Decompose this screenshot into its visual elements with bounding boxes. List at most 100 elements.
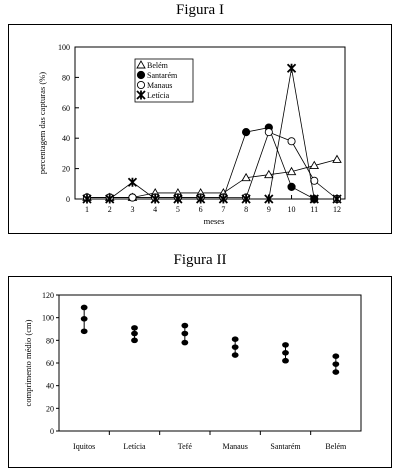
- legend-label: Manaus: [147, 81, 172, 90]
- data-point: [332, 361, 340, 367]
- data-point: [282, 342, 289, 348]
- x-tick-label: 4: [153, 205, 157, 214]
- y-tick-label: 60: [62, 104, 70, 113]
- data-point: [332, 353, 340, 359]
- y-tick-label: 100: [58, 43, 70, 52]
- legend-marker: [136, 90, 146, 100]
- legend-label: Santarém: [147, 71, 178, 80]
- data-point: [286, 166, 297, 176]
- x-tick-label: Iquitos: [73, 442, 95, 451]
- x-tick-label: 12: [333, 205, 341, 214]
- data-point: [231, 336, 239, 342]
- y-tick-label: 120: [42, 291, 54, 300]
- x-tick-label: 6: [199, 205, 203, 214]
- data-point: [80, 316, 88, 322]
- x-tick-label: Tefé: [178, 442, 193, 451]
- data-point: [309, 194, 319, 204]
- series-2: [82, 123, 342, 204]
- series-1: [82, 154, 342, 201]
- data-point: [231, 344, 239, 350]
- y-axis-label: comprimento médio (cm): [23, 319, 33, 406]
- legend-box: [134, 58, 194, 103]
- data-point: [241, 194, 251, 204]
- data-point: [181, 322, 189, 329]
- plot-area: [58, 294, 362, 432]
- data-point: [105, 194, 115, 204]
- x-tick-label: 2: [108, 205, 112, 214]
- data-point: [181, 330, 189, 337]
- data-point: [150, 194, 160, 204]
- data-point: [131, 330, 138, 337]
- x-tick-label: 10: [288, 205, 296, 214]
- y-tick-label: 60: [46, 359, 54, 368]
- data-point: [131, 325, 138, 331]
- category-belém: [332, 353, 340, 375]
- data-point: [181, 339, 189, 346]
- data-point: [241, 172, 251, 182]
- data-point: [131, 337, 138, 344]
- data-point: [332, 194, 342, 204]
- figure-1-frame: 0 20 40 60 80 100 1 2 3 4 5 6 7 8 9 10 11 12 meses percenta…: [8, 24, 392, 234]
- x-tick-label: Santarém: [270, 442, 301, 451]
- data-point: [241, 128, 251, 137]
- data-point: [80, 304, 88, 311]
- legend-marker: [136, 80, 146, 90]
- x-tick-label: 3: [130, 205, 134, 214]
- figure-1-title: Figura I: [176, 2, 224, 18]
- plot-area: [74, 46, 346, 200]
- y-tick-label: 0: [66, 195, 70, 204]
- y-tick-label: 100: [42, 314, 54, 323]
- y-tick-label: 80: [62, 73, 70, 82]
- category-manaus: [231, 336, 239, 358]
- data-point: [264, 128, 273, 137]
- data-point: [218, 194, 229, 204]
- y-tick-label: 20: [46, 404, 54, 413]
- data-point: [286, 63, 297, 73]
- category-iquitos: [80, 304, 88, 335]
- y-tick-label: 40: [46, 382, 54, 391]
- figure-2-frame: 0 20 40 60 80 100 120 Iquitos Letícia Tefé Manaus S…: [8, 276, 392, 468]
- x-tick-label: 1: [85, 205, 89, 214]
- category-letícia: [131, 325, 138, 344]
- x-tick-label: 5: [176, 205, 180, 214]
- series-line: [87, 159, 338, 198]
- y-tick-label: 0: [50, 427, 54, 436]
- data-point: [287, 182, 296, 191]
- category-santarém: [282, 342, 289, 364]
- data-point: [282, 357, 289, 364]
- legend-label: Letícia: [147, 91, 170, 100]
- x-axis-label: meses: [204, 216, 225, 226]
- dot-chart: 0 20 40 60 80 100 120 Iquitos Letícia Tefé Manaus S…: [23, 291, 362, 451]
- data-point: [80, 328, 88, 335]
- y-axis-label: percentagem das capturas (%): [37, 72, 47, 174]
- legend-marker: [136, 60, 146, 69]
- x-tick-label: 8: [244, 205, 248, 214]
- data-point: [282, 350, 289, 356]
- y-tick-label: 40: [62, 134, 70, 143]
- x-tick-label: 9: [267, 205, 271, 214]
- x-tick-label: Belém: [325, 442, 347, 451]
- series-4: [82, 63, 342, 204]
- category-tefé: [181, 322, 189, 346]
- data-point: [332, 369, 340, 375]
- legend-marker: [136, 70, 146, 80]
- y-tick-label: 80: [46, 336, 54, 345]
- data-point: [231, 352, 239, 358]
- data-point: [195, 194, 206, 204]
- x-tick-label: Manaus: [223, 442, 248, 451]
- series-line: [87, 131, 338, 200]
- x-tick-label: 11: [310, 205, 318, 214]
- data-point: [309, 160, 320, 170]
- data-point: [264, 194, 274, 204]
- data-point: [82, 194, 92, 204]
- series-line: [87, 68, 337, 200]
- y-tick-label: 20: [62, 165, 70, 174]
- data-point: [332, 154, 342, 163]
- data-point: [127, 177, 138, 187]
- series-3: [82, 128, 342, 204]
- x-tick-label: Letícia: [123, 442, 146, 451]
- data-point: [173, 194, 183, 204]
- data-point: [128, 193, 137, 202]
